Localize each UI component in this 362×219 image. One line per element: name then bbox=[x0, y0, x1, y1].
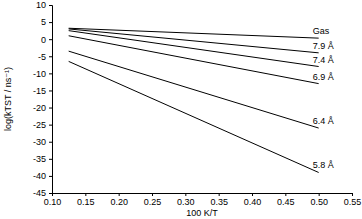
x-tick: 0.30 bbox=[177, 193, 195, 207]
y-axis-line bbox=[49, 6, 53, 194]
x-tick: 0.40 bbox=[244, 193, 262, 207]
x-tick: 0.55 bbox=[344, 193, 362, 207]
series-line bbox=[69, 28, 319, 38]
y-axis-title: log(kTST / ns⁻¹) bbox=[3, 67, 13, 131]
x-tick-mark bbox=[252, 193, 253, 196]
y-tick: -15 bbox=[33, 86, 52, 96]
x-tick-label: 0.50 bbox=[310, 197, 328, 207]
y-tick-label: -45 bbox=[33, 188, 46, 198]
y-tick-label: -30 bbox=[33, 137, 46, 147]
series-line bbox=[69, 36, 319, 84]
y-tick-label: -15 bbox=[33, 86, 46, 96]
y-axis: -45 -40 -35 -30 -25 -20 -15 -10 -5 0 5 10 bbox=[33, 0, 53, 198]
x-tick: 0.35 bbox=[210, 193, 228, 207]
y-tick-mark bbox=[49, 193, 52, 194]
y-tick-mark bbox=[49, 125, 52, 126]
y-tick-mark bbox=[49, 142, 52, 143]
x-tick-mark bbox=[85, 193, 86, 196]
line-labels: Gas 7.9 Å 7.4 Å 6.9 Å 6.4 Å 5.8 Å bbox=[313, 26, 334, 170]
x-tick: 0.20 bbox=[110, 193, 128, 207]
x-tick-mark bbox=[185, 193, 186, 196]
plot-area bbox=[69, 28, 319, 172]
x-tick: 0.25 bbox=[144, 193, 162, 207]
x-axis-title: 100 K/T bbox=[186, 208, 218, 218]
x-tick-label: 0.35 bbox=[210, 197, 228, 207]
y-tick: 5 bbox=[41, 17, 52, 27]
y-tick-label: 5 bbox=[41, 17, 46, 27]
chart: 0.10 0.15 0.20 0.25 0.30 0.35 0.40 0.45 0.50 0.55… bbox=[0, 0, 362, 219]
y-tick-mark bbox=[49, 176, 52, 177]
y-tick-mark bbox=[49, 73, 52, 74]
y-tick-mark bbox=[49, 22, 52, 23]
y-tick: -5 bbox=[38, 52, 52, 62]
series-label: 7.9 Å bbox=[313, 41, 334, 51]
y-tick-mark bbox=[49, 90, 52, 91]
y-tick-label: -25 bbox=[33, 120, 46, 130]
x-tick: 0.50 bbox=[310, 193, 328, 207]
series-label: 7.4 Å bbox=[313, 55, 334, 65]
y-tick-label: 10 bbox=[36, 0, 46, 10]
y-tick-label: 0 bbox=[41, 35, 46, 45]
y-tick-mark bbox=[49, 159, 52, 160]
x-tick-mark bbox=[152, 193, 153, 196]
x-tick-mark bbox=[119, 193, 120, 196]
series-label: Gas bbox=[313, 26, 330, 36]
x-tick-mark bbox=[219, 193, 220, 196]
y-tick: -45 bbox=[33, 188, 52, 198]
series-line bbox=[69, 29, 319, 53]
x-tick-label: 0.45 bbox=[277, 197, 295, 207]
y-tick: -25 bbox=[33, 120, 52, 130]
series-label: 6.4 Å bbox=[313, 116, 334, 126]
x-tick: 0.10 bbox=[44, 193, 62, 207]
y-tick-mark bbox=[49, 108, 52, 109]
y-tick-label: -35 bbox=[33, 154, 46, 164]
x-tick-mark bbox=[352, 193, 353, 196]
y-tick-label: -40 bbox=[33, 171, 46, 181]
x-tick-label: 0.10 bbox=[44, 197, 62, 207]
y-tick: -35 bbox=[33, 154, 52, 164]
x-tick-label: 0.25 bbox=[144, 197, 162, 207]
series-label: 6.9 Å bbox=[313, 72, 334, 82]
y-tick: -30 bbox=[33, 137, 52, 147]
x-tick: 0.45 bbox=[277, 193, 295, 207]
y-tick-mark bbox=[49, 39, 52, 40]
y-tick-mark bbox=[49, 56, 52, 57]
y-tick: 10 bbox=[36, 0, 52, 10]
x-tick-label: 0.15 bbox=[77, 197, 95, 207]
x-tick: 0.15 bbox=[77, 193, 95, 207]
y-tick-mark bbox=[49, 5, 52, 6]
y-tick-label: -10 bbox=[33, 69, 46, 79]
x-tick-label: 0.40 bbox=[244, 197, 262, 207]
x-tick-mark bbox=[319, 193, 320, 196]
x-axis-line bbox=[53, 194, 353, 197]
series-line bbox=[69, 61, 319, 172]
y-tick: 0 bbox=[41, 35, 52, 45]
y-tick-label: -5 bbox=[38, 52, 46, 62]
x-tick-label: 0.30 bbox=[177, 197, 195, 207]
y-tick: -10 bbox=[33, 69, 52, 79]
y-tick-label: -20 bbox=[33, 103, 46, 113]
y-tick: -40 bbox=[33, 171, 52, 181]
y-tick: -20 bbox=[33, 103, 52, 113]
series-label: 5.8 Å bbox=[313, 160, 334, 170]
x-axis: 0.10 0.15 0.20 0.25 0.30 0.35 0.40 0.45 0.50 0.55 bbox=[44, 193, 362, 207]
x-tick-mark bbox=[285, 193, 286, 196]
x-tick-label: 0.55 bbox=[344, 197, 362, 207]
x-tick-label: 0.20 bbox=[110, 197, 128, 207]
series-line bbox=[69, 31, 319, 67]
